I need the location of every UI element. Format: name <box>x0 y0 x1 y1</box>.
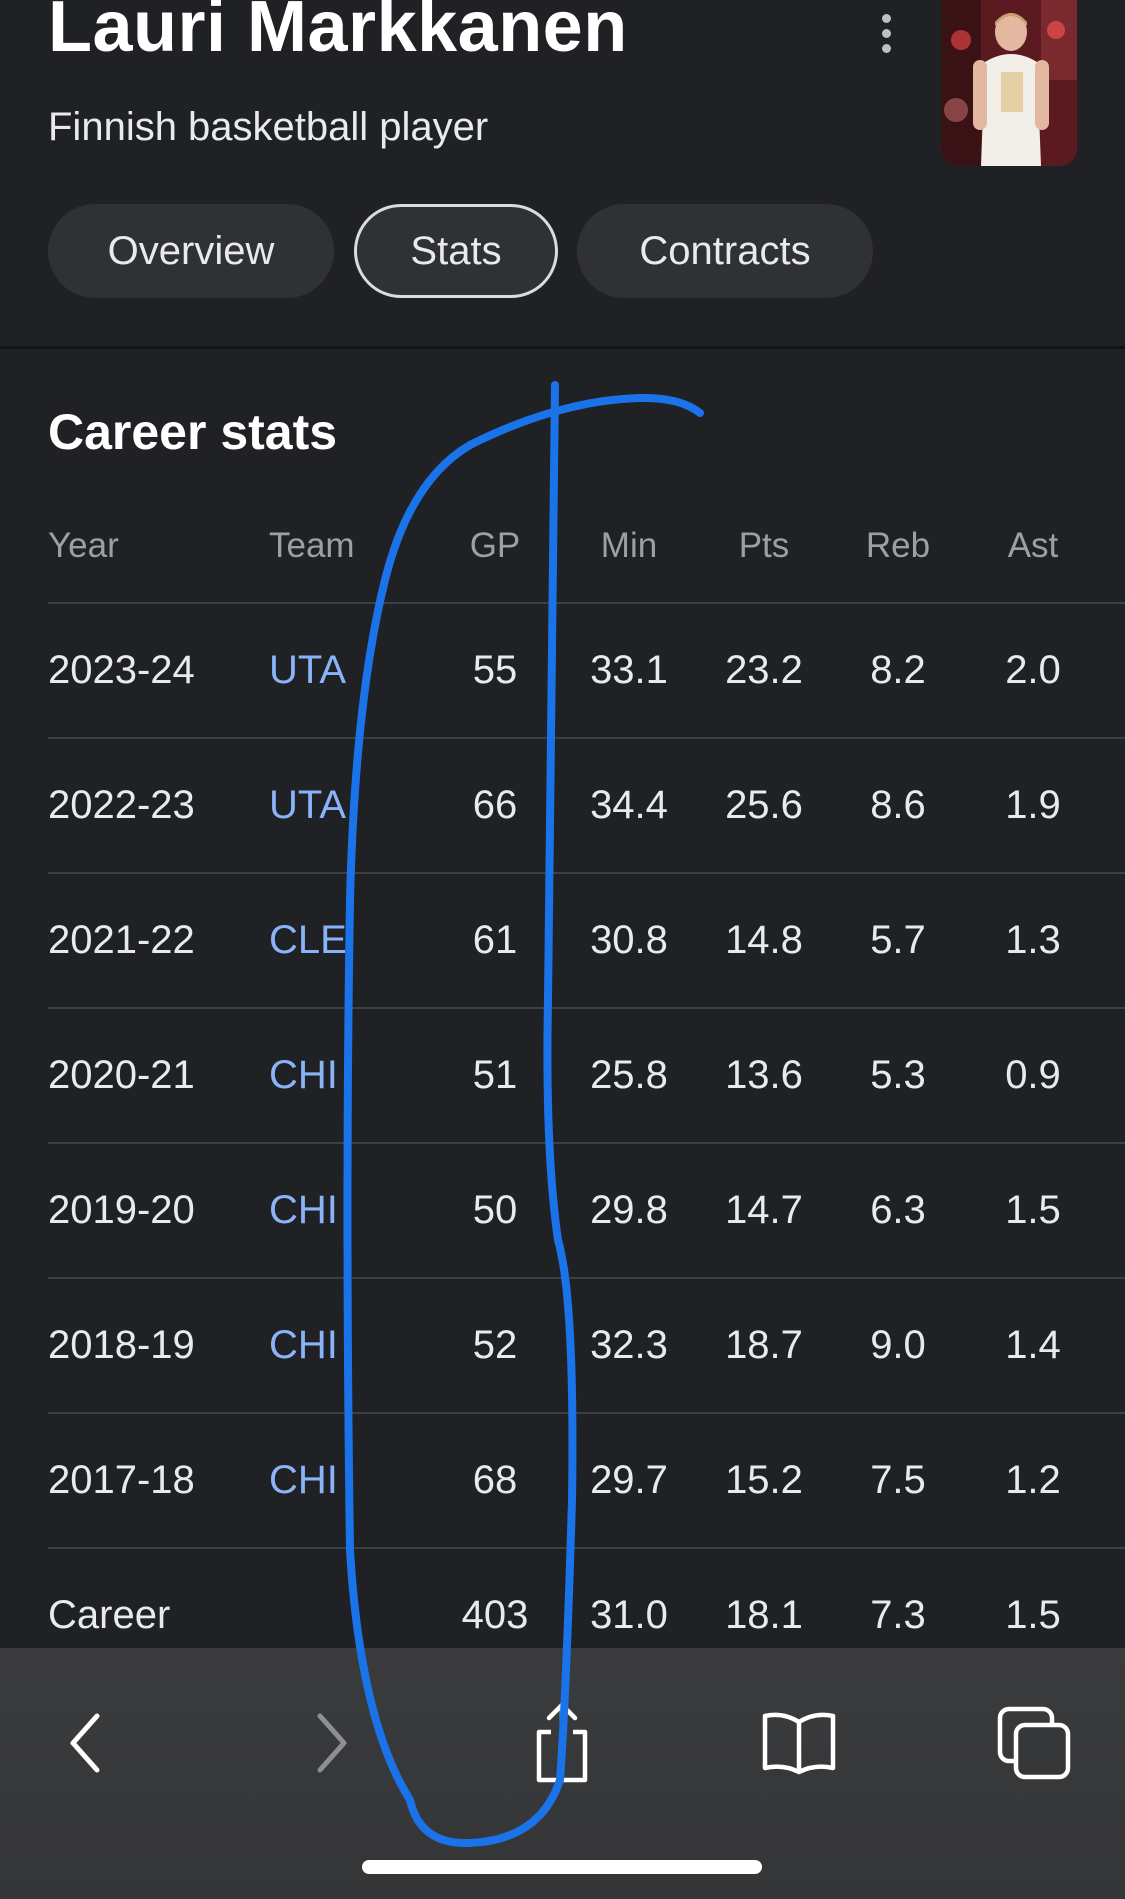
column-header-team: Team <box>269 526 355 565</box>
team-link[interactable]: CHI <box>269 1053 338 1097</box>
stat-min: 34.4 <box>590 783 668 827</box>
section-title: Career stats <box>48 404 338 460</box>
column-header-pts: Pts <box>738 526 790 565</box>
tab-contracts[interactable]: Contracts <box>577 204 873 298</box>
season-year: 2018-19 <box>48 1323 195 1367</box>
stat-min: 31.0 <box>590 1593 668 1637</box>
season-year: 2017-18 <box>48 1458 195 1502</box>
stat-reb: 9.0 <box>870 1323 926 1367</box>
column-header-reb: Reb <box>865 526 931 565</box>
stat-reb: 5.3 <box>870 1053 926 1097</box>
stat-min: 25.8 <box>590 1053 668 1097</box>
book-icon[interactable] <box>754 1698 844 1788</box>
chevron-left-icon[interactable] <box>41 1698 131 1788</box>
stat-pts: 14.8 <box>725 918 803 962</box>
table-row: 2018-19 CHI 52 32.3 18.7 9.0 1.4 <box>48 1277 1125 1412</box>
stat-ast: 1.5 <box>1005 1188 1061 1232</box>
table-row: 2023-24 UTA 55 33.1 23.2 8.2 2.0 <box>48 602 1125 737</box>
season-year: 2023-24 <box>48 648 195 692</box>
stat-min: 29.8 <box>590 1188 668 1232</box>
stat-pts: 13.6 <box>725 1053 803 1097</box>
table-row: 2021-22 CLE 61 30.8 14.8 5.7 1.3 <box>48 872 1125 1007</box>
stat-min: 32.3 <box>590 1323 668 1367</box>
stat-gp: 68 <box>472 1458 518 1502</box>
stat-ast: 1.2 <box>1005 1458 1061 1502</box>
stat-min: 29.7 <box>590 1458 668 1502</box>
stat-gp: 55 <box>472 648 518 692</box>
column-header-min: Min <box>600 526 658 565</box>
stat-reb: 7.5 <box>870 1458 926 1502</box>
stat-reb: 6.3 <box>870 1188 926 1232</box>
team-link[interactable]: CLE <box>269 918 347 962</box>
stat-pts: 18.1 <box>725 1593 803 1637</box>
table-row: 2022-23 UTA 66 34.4 25.6 8.6 1.9 <box>48 737 1125 872</box>
stat-ast: 1.9 <box>1005 783 1061 827</box>
team-link[interactable]: CHI <box>269 1458 338 1502</box>
tab-overview[interactable]: Overview <box>48 204 334 298</box>
table-row: 2019-20 CHI 50 29.8 14.7 6.3 1.5 <box>48 1142 1125 1277</box>
column-header-ast: Ast <box>1007 526 1059 565</box>
stat-pts: 18.7 <box>725 1323 803 1367</box>
stat-ast: 0.9 <box>1005 1053 1061 1097</box>
stat-ast: 1.5 <box>1005 1593 1061 1637</box>
season-year: 2019-20 <box>48 1188 195 1232</box>
stat-pts: 14.7 <box>725 1188 803 1232</box>
stat-gp: 50 <box>472 1188 518 1232</box>
stat-min: 30.8 <box>590 918 668 962</box>
stat-gp: 403 <box>461 1593 529 1637</box>
section-divider <box>0 346 1125 349</box>
team-link[interactable]: CHI <box>269 1323 338 1367</box>
career-label: Career <box>48 1593 171 1637</box>
stat-reb: 5.7 <box>870 918 926 962</box>
more-vert-icon[interactable] <box>866 6 906 60</box>
stat-pts: 15.2 <box>725 1458 803 1502</box>
column-header-gp: GP <box>469 526 521 565</box>
stat-ast: 1.4 <box>1005 1323 1061 1367</box>
home-indicator[interactable] <box>362 1860 762 1874</box>
table-row: 2020-21 CHI 51 25.8 13.6 5.3 0.9 <box>48 1007 1125 1142</box>
chevron-right-icon[interactable] <box>286 1698 376 1788</box>
table-row: 2017-18 CHI 68 29.7 15.2 7.5 1.2 <box>48 1412 1125 1547</box>
stat-gp: 51 <box>472 1053 518 1097</box>
page-subtitle: Finnish basketball player <box>48 105 489 149</box>
stat-reb: 8.6 <box>870 783 926 827</box>
page-title: Lauri Markkanen <box>48 0 628 67</box>
team-link[interactable]: UTA <box>269 648 347 692</box>
stat-ast: 2.0 <box>1005 648 1061 692</box>
column-header-year: Year <box>48 526 119 565</box>
stat-gp: 52 <box>472 1323 518 1367</box>
stat-gp: 66 <box>472 783 518 827</box>
tabs-icon[interactable] <box>989 1698 1079 1788</box>
season-year: 2022-23 <box>48 783 195 827</box>
player-photo[interactable] <box>941 0 1077 166</box>
tab-stats[interactable]: Stats <box>354 204 558 298</box>
stat-reb: 8.2 <box>870 648 926 692</box>
share-icon[interactable] <box>517 1698 607 1788</box>
season-year: 2020-21 <box>48 1053 195 1097</box>
stat-min: 33.1 <box>590 648 668 692</box>
stat-ast: 1.3 <box>1005 918 1061 962</box>
stat-pts: 25.6 <box>725 783 803 827</box>
stat-gp: 61 <box>472 918 518 962</box>
team-link[interactable]: CHI <box>269 1188 338 1232</box>
season-year: 2021-22 <box>48 918 195 962</box>
stat-reb: 7.3 <box>870 1593 926 1637</box>
team-link[interactable]: UTA <box>269 783 347 827</box>
stat-pts: 23.2 <box>725 648 803 692</box>
